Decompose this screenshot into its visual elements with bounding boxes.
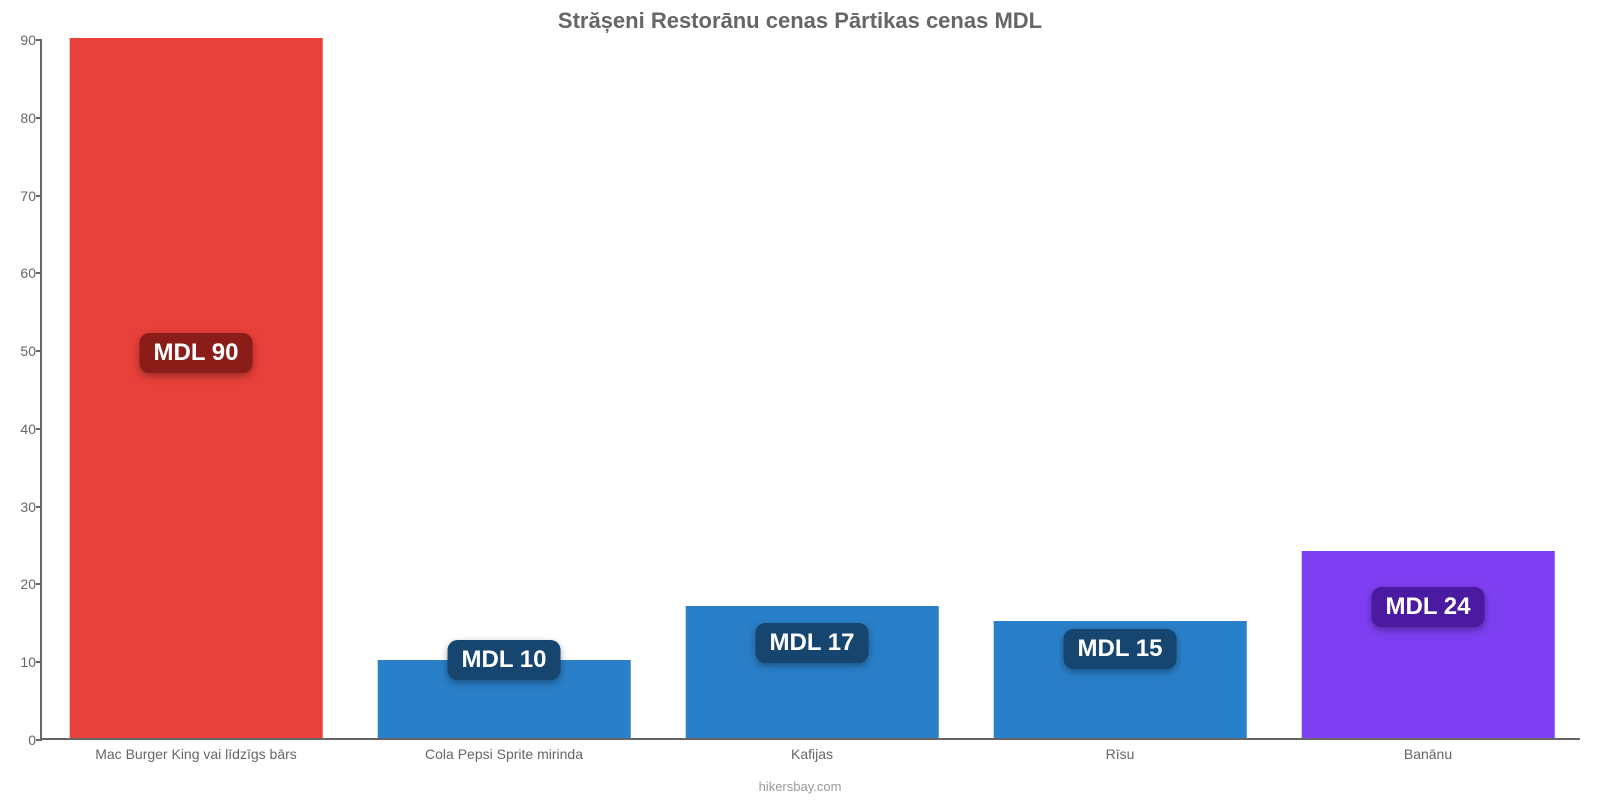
value-badge: MDL 15 xyxy=(1064,629,1177,669)
bar-chart: Strășeni Restorānu cenas Pārtikas cenas … xyxy=(0,0,1600,800)
x-axis-label: Kafijas xyxy=(791,746,833,762)
y-tick-label: 60 xyxy=(2,265,36,281)
y-tick-label: 50 xyxy=(2,343,36,359)
x-axis-label: Banānu xyxy=(1404,746,1452,762)
chart-title: Strășeni Restorānu cenas Pārtikas cenas … xyxy=(0,8,1600,34)
y-tick-label: 70 xyxy=(2,188,36,204)
bar xyxy=(1302,551,1555,738)
y-tick-label: 10 xyxy=(2,654,36,670)
x-axis-label: Rīsu xyxy=(1106,746,1135,762)
value-badge: MDL 24 xyxy=(1372,587,1485,627)
y-tick-label: 20 xyxy=(2,576,36,592)
y-tick-mark xyxy=(36,739,42,741)
y-tick-label: 90 xyxy=(2,32,36,48)
bar-slot: MDL 15Rīsu xyxy=(966,38,1274,738)
x-axis-label: Cola Pepsi Sprite mirinda xyxy=(425,746,583,762)
value-badge: MDL 17 xyxy=(756,623,869,663)
bar-slot: MDL 10Cola Pepsi Sprite mirinda xyxy=(350,38,658,738)
value-badge: MDL 10 xyxy=(448,640,561,680)
x-axis-label: Mac Burger King vai līdzīgs bārs xyxy=(95,746,297,762)
y-tick-label: 80 xyxy=(2,110,36,126)
bar-slot: MDL 24Banānu xyxy=(1274,38,1582,738)
attribution-text: hikersbay.com xyxy=(0,779,1600,794)
bar-slot: MDL 17Kafijas xyxy=(658,38,966,738)
value-badge: MDL 90 xyxy=(140,333,253,373)
y-tick-label: 40 xyxy=(2,421,36,437)
y-tick-label: 30 xyxy=(2,499,36,515)
bar xyxy=(70,38,323,738)
y-tick-label: 0 xyxy=(2,732,36,748)
bar-slot: MDL 90Mac Burger King vai līdzīgs bārs xyxy=(42,38,350,738)
plot-area: 0102030405060708090MDL 90Mac Burger King… xyxy=(40,40,1580,740)
